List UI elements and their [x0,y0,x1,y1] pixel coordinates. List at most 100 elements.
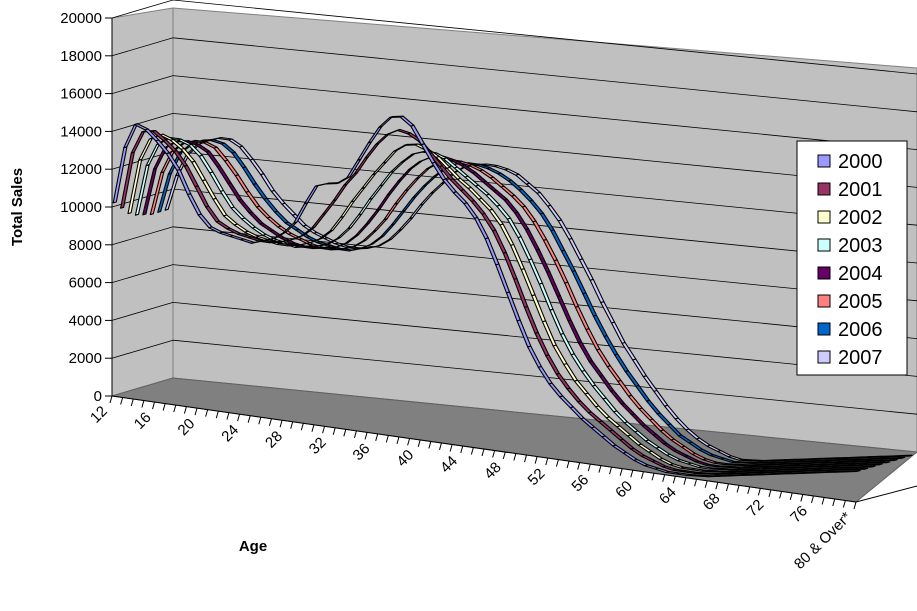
y-tick-label: 8000 [69,237,102,254]
gridline-back [172,0,917,75]
x-tick [736,485,740,493]
series-2005-segment [883,459,898,462]
x-tick [598,465,602,473]
x-tick [672,476,676,484]
x-tick [322,426,326,434]
x-tick [343,429,347,437]
x-tick-label: 60 [612,478,636,502]
legend-label-2002: 2002 [838,207,883,229]
legend-swatch-2005 [817,294,831,308]
x-tick-label: 64 [656,484,680,508]
x-tick [109,395,113,404]
series-2006 [157,139,906,465]
x-tick [332,427,336,435]
x-tick [481,448,485,457]
y-ticks: 0 2000 4000 6000 8000 10000 12000 14000 16000 180… [60,10,112,405]
x-tick-label: 48 [481,459,505,483]
legend-swatch-2003 [817,238,831,252]
x-tick [619,468,623,476]
series-2002 [127,133,876,473]
legend-label-2004: 2004 [838,263,883,285]
x-axis-title: Age [239,538,267,555]
x-tick [268,418,272,426]
x-tick [555,459,559,467]
x-tick [449,444,453,452]
y-tick-label: 2000 [69,350,102,367]
y-tick-label: 10000 [60,199,102,216]
legend-label-2001: 2001 [838,179,883,201]
series-2006-segment [890,456,906,460]
y-tick-label: 4000 [69,312,102,329]
x-tick [364,432,368,440]
x-tick [183,406,187,414]
y-tick-label: 12000 [60,161,102,178]
x-tick-label: 36 [350,440,374,464]
y-tick-label: 16000 [60,86,102,103]
x-tick-label: 68 [700,490,724,514]
x-tick [683,477,687,485]
y-tick-label: 6000 [69,275,102,292]
series-2004-segment [875,461,891,464]
x-tick [120,397,124,405]
x-tick-label: 12 [87,403,111,427]
legend-swatch-2000 [817,154,831,168]
x-tick [853,501,857,510]
series-2004 [142,140,891,469]
legend-label-2000: 2000 [838,151,883,173]
legend-label-2006: 2006 [838,319,883,341]
x-tick [407,438,411,446]
x-tick [587,464,591,472]
x-tick [375,433,379,441]
gridline-back [172,188,917,264]
gridline-side [111,226,174,246]
x-tick [247,415,251,423]
gridline-back [172,264,917,339]
x-tick [757,488,761,496]
x-tick [279,420,283,428]
x-tick [173,404,177,413]
series-2003-segment [868,463,884,466]
x-tick-label: 44 [437,453,461,477]
x-tick [609,467,613,475]
legend-swatch-2006 [817,322,831,336]
y-axis-title: Total Sales [9,168,26,246]
x-tick [460,445,464,454]
x-tick [747,486,751,494]
gridline-side [111,264,174,283]
x-tick-label: 24 [218,422,242,446]
x-tick [694,479,698,487]
gridline-side [111,0,174,19]
x-tick [545,457,549,466]
legend-swatch-2007 [817,350,831,364]
x-tick [385,435,389,443]
x-tick [141,400,145,408]
x-tick [789,492,793,501]
x-tick-label: 56 [568,471,592,495]
x-tick [237,414,241,422]
series-2000 [112,115,861,478]
x-tick [311,424,315,432]
x-tick [258,417,262,425]
x-tick [470,447,474,455]
x-tick [630,470,634,478]
gridline-back [172,113,917,188]
legend-label-2003: 2003 [838,235,883,257]
series-2000-segment [846,469,861,473]
x-tick [428,441,432,449]
x-tick [640,471,644,479]
depth-axis-line [855,485,917,503]
series-ribbons [112,115,913,478]
x-tick [439,442,442,451]
x-tick [290,421,294,429]
series-2007 [164,136,913,462]
legend-label-2005: 2005 [838,291,883,313]
x-tick-label: 76 [787,503,811,527]
x-tick-label: 28 [262,428,286,452]
x-tick-label: 72 [744,496,768,520]
gridline-side [111,37,174,57]
gridline-back [172,302,917,377]
legend: 2000 2001 2002 2003 2004 2005 2006 2007 [796,140,908,376]
x-tick [832,498,836,507]
x-tick-label: 16 [131,409,155,433]
